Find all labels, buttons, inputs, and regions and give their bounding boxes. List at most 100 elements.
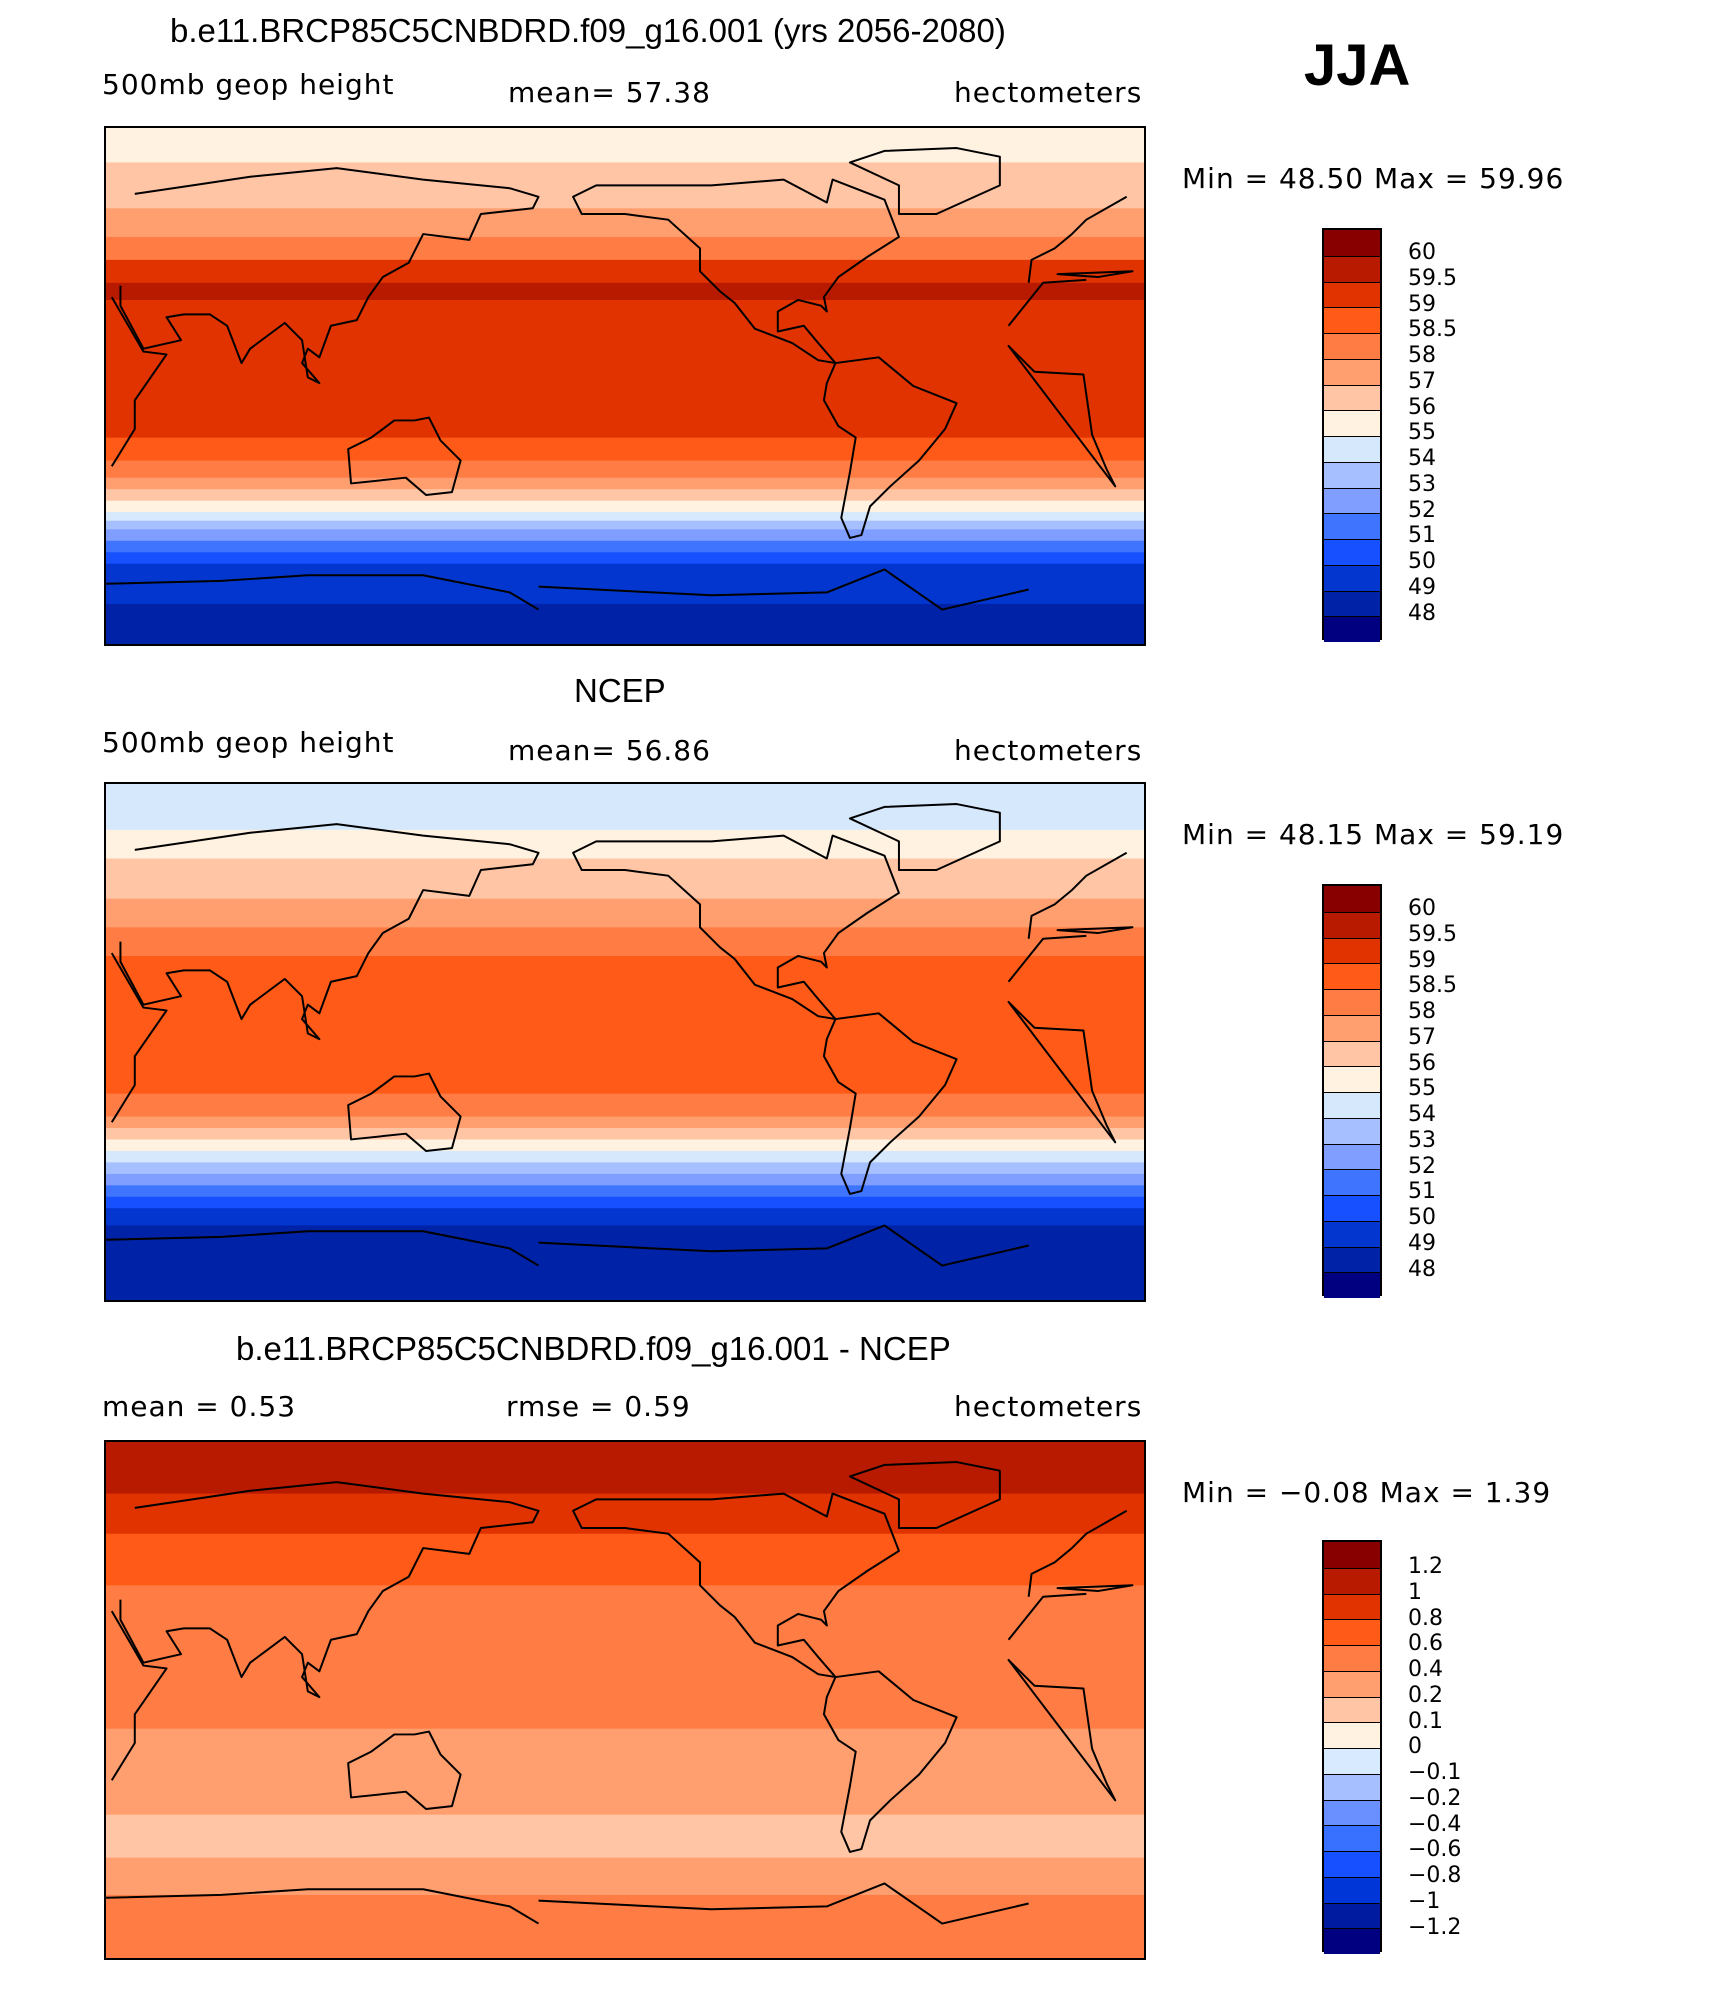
antarctica-outline xyxy=(106,1882,1029,1925)
colorbar-swatch xyxy=(1324,539,1380,565)
southamerica-outline xyxy=(822,356,958,539)
season-label: JJA xyxy=(1304,33,1411,98)
colorbar-swatch xyxy=(1324,1722,1380,1748)
min-max-label: Min = 48.50 Max = 59.96 xyxy=(1182,162,1565,195)
colorbar-tick-label: 59 xyxy=(1408,291,1436,317)
contour-band xyxy=(106,898,1144,929)
colorbar-tick-label: 60 xyxy=(1408,896,1436,921)
africa-outline xyxy=(110,278,1117,488)
southamerica-outline xyxy=(822,1670,958,1853)
colorbar-swatch xyxy=(1324,255,1380,282)
contour-band xyxy=(106,1173,1144,1187)
colorbar-tick-label: 53 xyxy=(1408,1127,1436,1153)
contour-map xyxy=(106,784,1144,1300)
contour-band xyxy=(106,259,1144,284)
contour-band xyxy=(106,858,1144,900)
contour-band xyxy=(106,460,1144,479)
contour-band xyxy=(106,500,1144,514)
colorbar-swatch xyxy=(1324,1567,1380,1594)
contour-band xyxy=(106,1162,1144,1175)
colorbar-swatch xyxy=(1324,1928,1380,1954)
contour-band xyxy=(106,603,1144,644)
africa-outline xyxy=(110,934,1117,1144)
colorbar-tick-label: 48 xyxy=(1408,1256,1436,1282)
greenland-outline xyxy=(848,1461,1001,1530)
colorbar xyxy=(1322,1540,1382,1954)
colorbar-tick-label: 58.5 xyxy=(1408,317,1457,343)
contour-band xyxy=(106,1585,1144,1673)
colorbar-swatch xyxy=(1324,487,1380,514)
colorbar-swatch xyxy=(1324,1748,1380,1774)
colorbar-tick-label: 57 xyxy=(1408,368,1436,394)
colorbar-tick-label: 50 xyxy=(1408,549,1436,574)
greenland-outline xyxy=(848,147,1001,216)
colorbar-swatch xyxy=(1324,1169,1380,1195)
colorbar-swatch xyxy=(1324,1195,1380,1221)
antarctica-outline xyxy=(106,568,1029,611)
colorbar-swatch xyxy=(1324,384,1380,411)
colorbar-swatch xyxy=(1324,1246,1380,1273)
colorbar-swatch xyxy=(1324,1593,1380,1620)
northamerica-outline xyxy=(572,178,900,365)
contour-band xyxy=(106,1225,1144,1300)
contour-band xyxy=(106,1442,1144,1495)
contour-band xyxy=(106,1139,1144,1152)
contour-band xyxy=(106,1196,1144,1210)
contour-band xyxy=(106,529,1144,542)
colorbar-swatch xyxy=(1324,1143,1380,1170)
colorbar-tick-label: 0.6 xyxy=(1408,1631,1443,1657)
colorbar-swatch xyxy=(1324,1040,1380,1067)
colorbar-swatch xyxy=(1324,1014,1380,1041)
colorbar-tick-label: 54 xyxy=(1408,446,1436,471)
colorbar-swatch xyxy=(1324,461,1380,488)
colorbar-tick-label: 60 xyxy=(1408,240,1436,265)
colorbar-swatch xyxy=(1324,886,1380,912)
colorbar-tick-label: 0.8 xyxy=(1408,1605,1443,1631)
colorbar-tick-label: 50 xyxy=(1408,1205,1436,1230)
colorbar-swatch xyxy=(1324,230,1380,256)
colorbar-tick-label: 52 xyxy=(1408,1153,1436,1179)
contour-band xyxy=(106,512,1144,522)
contour-band xyxy=(106,784,1144,831)
colorbar-tick-label: −1 xyxy=(1408,1888,1441,1914)
map-panel-model xyxy=(104,126,1146,646)
colorbar-swatch xyxy=(1324,1825,1380,1851)
colorbar xyxy=(1322,228,1382,642)
northamerica-outline xyxy=(572,1492,900,1679)
mean-label: mean = 0.53 xyxy=(102,1390,297,1423)
contour-band xyxy=(106,1728,1144,1816)
colorbar-swatch xyxy=(1324,1542,1380,1568)
panel-title: NCEP xyxy=(574,672,666,709)
australia-outline xyxy=(347,1072,462,1152)
contour-band xyxy=(106,1533,1144,1587)
colorbar-swatch xyxy=(1324,616,1380,642)
contour-band xyxy=(106,1814,1144,1859)
contour-map xyxy=(106,128,1144,644)
colorbar-tick-label: 59.5 xyxy=(1408,921,1457,947)
colorbar-tick-label: 58.5 xyxy=(1408,973,1457,999)
units-label: hectometers xyxy=(954,734,1143,767)
colorbar-tick-label: 51 xyxy=(1408,1179,1436,1205)
contour-band xyxy=(106,236,1144,261)
colorbar-swatch xyxy=(1324,590,1380,617)
eurasia-outline xyxy=(119,1481,1134,1699)
min-max-label: Min = 48.15 Max = 59.19 xyxy=(1182,818,1565,851)
colorbar-tick-label: 51 xyxy=(1408,523,1436,549)
colorbar-swatch xyxy=(1324,1773,1380,1800)
colorbar-swatch xyxy=(1324,1092,1380,1118)
colorbar-swatch xyxy=(1324,281,1380,308)
colorbar-tick-label: 55 xyxy=(1408,420,1436,446)
contour-band xyxy=(106,520,1144,531)
colorbar-swatch xyxy=(1324,937,1380,964)
antarctica-outline xyxy=(106,1224,1029,1267)
southamerica-outline xyxy=(822,1012,958,1195)
contour-band xyxy=(106,1185,1144,1198)
colorbar-swatch xyxy=(1324,358,1380,385)
colorbar-swatch xyxy=(1324,564,1380,591)
rmse-label: rmse = 0.59 xyxy=(506,1390,691,1423)
contour-band xyxy=(106,1150,1144,1164)
colorbar-tick-label: 56 xyxy=(1408,1050,1436,1076)
colorbar-swatch xyxy=(1324,1799,1380,1826)
colorbar-swatch xyxy=(1324,1619,1380,1645)
colorbar-tick-label: 56 xyxy=(1408,394,1436,420)
